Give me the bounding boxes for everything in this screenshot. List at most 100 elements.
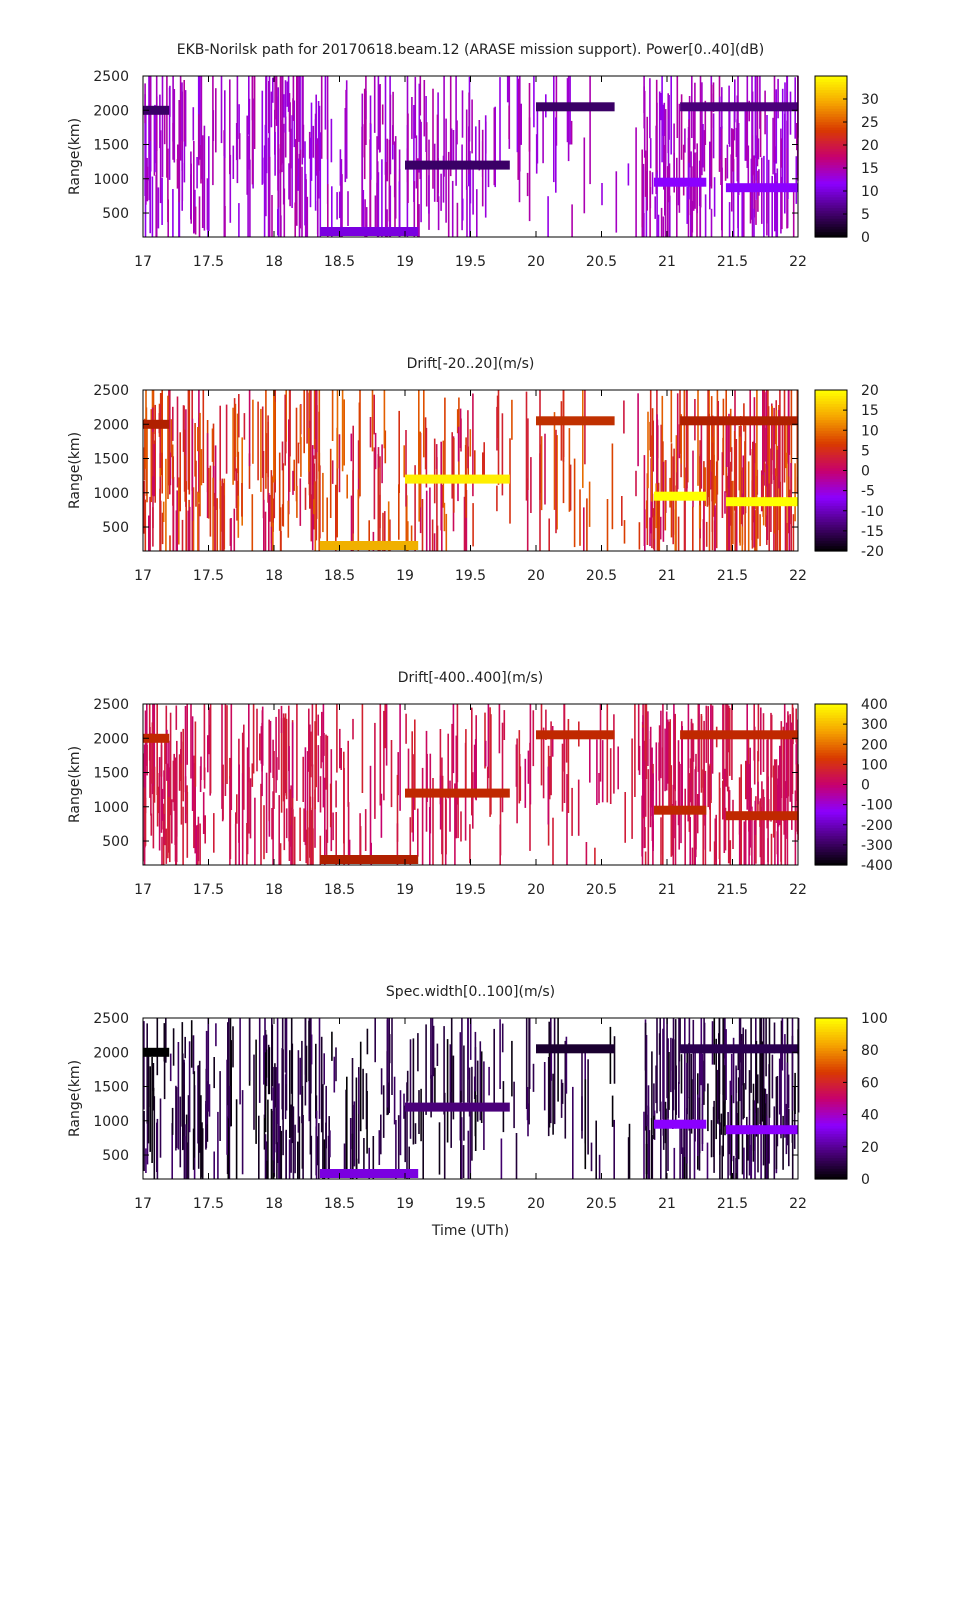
echo-mark: [587, 1059, 589, 1155]
echo-mark: [266, 1160, 268, 1179]
echo-mark: [729, 708, 731, 776]
y-axis-label: Range(km): [67, 118, 83, 195]
echo-mark: [178, 100, 180, 203]
echo-mark: [747, 145, 750, 188]
echo-mark: [743, 1147, 745, 1179]
x-tick-label: 18.5: [324, 254, 355, 270]
echo-mark: [676, 157, 678, 237]
echo-mark: [268, 492, 270, 551]
echo-mark: [184, 90, 187, 147]
echo-mark: [548, 1021, 550, 1046]
echo-mark: [267, 137, 270, 237]
colorbar-segment: [815, 140, 847, 144]
echo-mark: [782, 1115, 784, 1170]
echo-mark: [524, 758, 527, 808]
echo-mark: [484, 712, 486, 769]
echo-mark: [753, 397, 756, 464]
echo-mark: [794, 1072, 796, 1114]
echo-mark: [501, 722, 504, 813]
echo-mark: [746, 704, 748, 810]
echo-mark: [306, 196, 309, 237]
colorbar-segment: [815, 510, 847, 515]
echo-mark: [202, 792, 205, 834]
echo-mark: [683, 390, 686, 489]
echo-mark: [767, 776, 769, 865]
echo-mark: [159, 453, 161, 520]
echo-mark: [412, 1038, 415, 1145]
echo-mark: [373, 76, 376, 133]
echo-mark: [152, 756, 155, 849]
echo-mark: [450, 128, 453, 168]
echo-mark: [515, 1133, 518, 1179]
echo-mark: [703, 720, 705, 797]
echo-mark: [665, 1108, 667, 1179]
echo-mark: [729, 467, 731, 516]
echo-mark: [234, 403, 237, 457]
colorbar-segment: [815, 143, 847, 147]
colorbar-segment: [815, 1170, 847, 1175]
echo-mark: [770, 833, 773, 865]
echo-mark: [301, 1040, 303, 1124]
echo-mark: [321, 711, 323, 763]
echo-mark: [291, 115, 293, 208]
echo-mark: [310, 1135, 313, 1179]
colorbar-segment: [815, 1052, 847, 1057]
y-tick-label: 2500: [93, 383, 129, 399]
echo-mark: [775, 759, 778, 823]
echo-mark: [443, 1026, 445, 1115]
echo-mark: [496, 485, 498, 512]
echo-mark: [728, 413, 730, 524]
x-tick-label: 21.5: [717, 1196, 748, 1212]
echo-mark: [238, 764, 240, 865]
echo-mark: [757, 1107, 759, 1173]
echo-mark: [179, 1096, 182, 1168]
echo-mark: [299, 478, 302, 526]
x-tick-label: 22: [789, 882, 807, 898]
echo-mark: [649, 517, 651, 547]
echo-mark: [642, 166, 645, 237]
colorbar-tick-label: 10: [861, 184, 879, 200]
echo-mark: [150, 813, 153, 836]
echo-mark: [302, 756, 304, 802]
colorbar-segment: [815, 1077, 847, 1081]
echo-mark: [601, 183, 603, 206]
echo-mark: [467, 1018, 469, 1080]
echo-mark: [187, 390, 190, 490]
echo-mark: [274, 76, 276, 120]
echo-mark: [237, 451, 240, 507]
echo-mark: [758, 169, 760, 196]
echo-mark: [399, 1090, 402, 1156]
echo-mark: [258, 1115, 260, 1179]
echo-mark: [184, 706, 187, 793]
echo-mark: [760, 470, 763, 512]
echo-mark: [445, 513, 448, 551]
echo-mark: [760, 807, 762, 865]
echo-mark: [660, 93, 662, 121]
echo-mark: [517, 78, 519, 180]
echo-mark: [634, 704, 636, 797]
echo-mark: [144, 499, 147, 551]
echo-mark: [727, 1112, 729, 1179]
echo-mark: [278, 1083, 280, 1179]
echo-mark: [310, 1034, 313, 1065]
echo-mark: [661, 76, 663, 163]
colorbar-segment: [815, 749, 847, 753]
echo-mark: [144, 94, 146, 196]
colorbar-segment: [815, 78, 847, 82]
colorbar-segment: [815, 1034, 847, 1038]
echo-mark: [331, 186, 333, 237]
colorbar-segment: [815, 814, 847, 818]
echo-mark: [149, 141, 151, 234]
echo-mark: [765, 390, 768, 469]
echo-mark: [657, 482, 660, 551]
echo-scatter: [143, 1018, 800, 1179]
echo-mark: [145, 390, 147, 469]
echo-mark: [717, 1069, 719, 1124]
colorbar-segment: [815, 811, 847, 815]
colorbar-segment: [815, 137, 847, 141]
echo-mark: [725, 1029, 727, 1100]
echo-mark: [708, 488, 711, 551]
echo-mark: [350, 433, 353, 462]
echo-mark: [515, 744, 518, 787]
y-tick-label: 1000: [93, 172, 129, 188]
